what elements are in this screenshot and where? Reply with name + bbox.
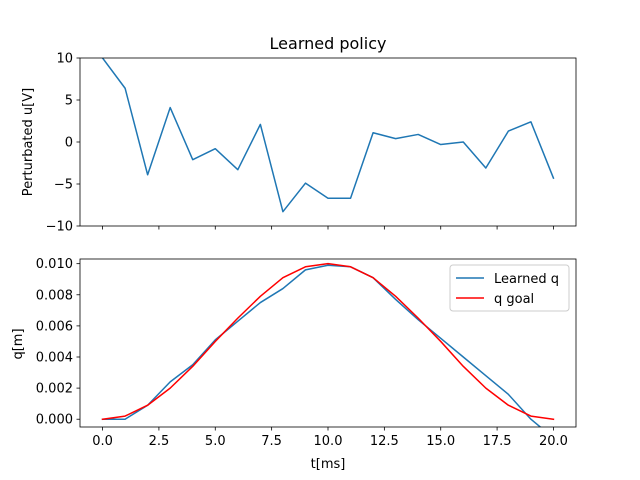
policy-ticks: −10 −5 0 5 10 bbox=[46, 52, 554, 235]
position-ytick-label: 0.000 bbox=[36, 413, 73, 428]
position-ticks: 0.0 2.5 5.0 7.5 10.0 12.5 15.0 17.5 20.0 0.000 0.0… bbox=[36, 257, 568, 449]
policy-title: Learned policy bbox=[270, 34, 387, 53]
position-xtick-label: 10.0 bbox=[314, 434, 343, 449]
position-ytick-label: 0.008 bbox=[36, 288, 73, 303]
position-ytick-label: 0.010 bbox=[36, 257, 73, 272]
legend-label-learned-q: Learned q bbox=[494, 272, 559, 287]
position-line-q-goal bbox=[101, 262, 555, 421]
position-ytick-label: 0.004 bbox=[36, 351, 73, 366]
policy-ytick-label: −10 bbox=[46, 220, 73, 235]
policy-plot-area bbox=[101, 58, 555, 213]
policy-ytick-label: 0 bbox=[65, 136, 73, 151]
legend-label-q-goal: q goal bbox=[494, 292, 534, 307]
position-line-learned-q bbox=[101, 264, 542, 427]
position-plot-area bbox=[101, 262, 555, 427]
position-xtick-label: 17.5 bbox=[483, 434, 512, 449]
position-frame bbox=[79, 258, 577, 428]
position-xtick-label: 5.0 bbox=[205, 434, 226, 449]
policy-ytick-label: −5 bbox=[54, 178, 73, 193]
legend-box bbox=[449, 264, 570, 312]
position-xtick-label: 12.5 bbox=[370, 434, 399, 449]
policy-ytick-label: 5 bbox=[65, 94, 73, 109]
policy-line-series-0 bbox=[101, 58, 555, 213]
policy-subplot: Learned policy Perturbated u[V] −10 −5 0 5 1… bbox=[21, 34, 577, 235]
policy-ytick-label: 10 bbox=[56, 52, 73, 67]
policy-frame bbox=[79, 57, 577, 227]
position-legend: Learned q q goal bbox=[449, 264, 570, 312]
position-xtick-label: 0.0 bbox=[92, 434, 113, 449]
position-ytick-label: 0.002 bbox=[36, 382, 73, 397]
position-xtick-label: 15.0 bbox=[426, 434, 455, 449]
position-subplot: t[ms] q[m] 0.0 2.5 5.0 7.5 10.0 12.5 15.0 17.5 2… bbox=[11, 257, 577, 472]
position-ylabel: q[m] bbox=[11, 328, 26, 359]
position-xtick-label: 2.5 bbox=[149, 434, 170, 449]
position-xtick-label: 20.0 bbox=[539, 434, 568, 449]
position-xtick-label: 7.5 bbox=[261, 434, 282, 449]
policy-ylabel: Perturbated u[V] bbox=[21, 88, 36, 196]
position-xlabel: t[ms] bbox=[311, 457, 346, 472]
position-ytick-label: 0.006 bbox=[36, 319, 73, 334]
